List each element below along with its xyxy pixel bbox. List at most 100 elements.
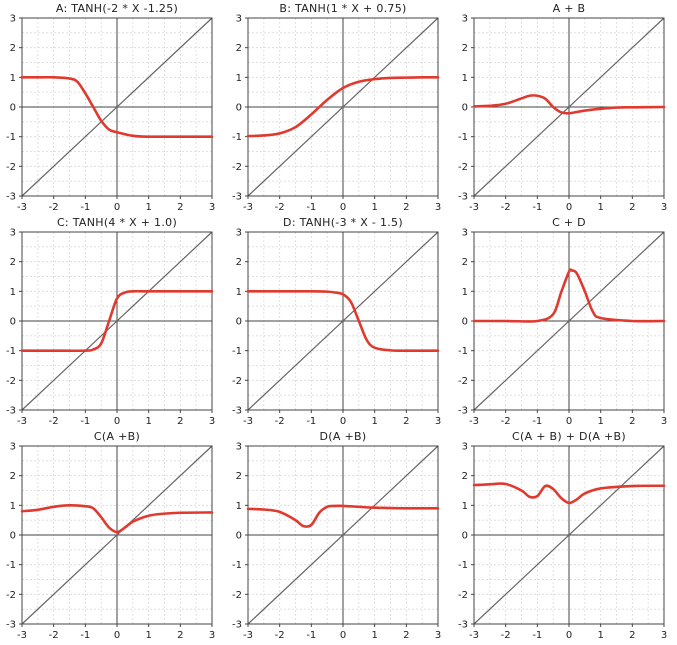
- y-tick-label: -1: [232, 346, 242, 357]
- x-tick-label: -3: [243, 416, 253, 427]
- x-tick-label: 0: [566, 630, 572, 641]
- y-tick-label: -3: [458, 192, 468, 203]
- x-tick-label: -1: [306, 202, 316, 213]
- chart-title: C: TANH(4 * X + 1.0): [57, 216, 177, 229]
- x-tick-label: 0: [114, 416, 120, 427]
- y-tick-label: -2: [232, 162, 242, 173]
- y-tick-label: 0: [10, 531, 16, 542]
- chart-panel-3: A + B -3 -2 -1 0 1 2 3 -3 -2 -1 0 1 2 3: [458, 2, 667, 213]
- chart-title: A: TANH(-2 * X -1.25): [56, 2, 178, 15]
- y-tick-label: -1: [6, 560, 16, 571]
- y-tick-label: 1: [462, 73, 468, 84]
- y-tick-label: 3: [462, 228, 468, 239]
- x-tick-label: 3: [209, 202, 215, 213]
- axis-ticks: -3 -2 -1 0 1 2 3 -3 -2 -1 0 1 2 3: [6, 14, 215, 214]
- x-tick-label: -2: [49, 630, 59, 641]
- series-line: [472, 268, 666, 323]
- series-line: [20, 75, 214, 139]
- y-tick-label: 0: [236, 103, 242, 114]
- x-tick-label: -2: [49, 416, 59, 427]
- x-tick-label: 0: [114, 630, 120, 641]
- series-line: [20, 504, 214, 534]
- y-tick-label: 1: [236, 501, 242, 512]
- identity-line: [247, 231, 439, 411]
- chart-panel-8: D(A +B) -3 -2 -1 0 1 2 3 -3 -2 -1 0 1 2 3: [232, 430, 441, 641]
- y-tick-label: -2: [6, 590, 16, 601]
- chart-title: C + D: [552, 216, 586, 229]
- y-tick-label: 2: [10, 257, 16, 268]
- y-tick-label: 0: [462, 317, 468, 328]
- y-tick-label: 1: [236, 73, 242, 84]
- chart-title: A + B: [553, 2, 586, 15]
- y-tick-label: -1: [458, 132, 468, 143]
- series-line: [246, 290, 440, 352]
- y-tick-label: -3: [232, 620, 242, 631]
- y-tick-label: -1: [232, 560, 242, 571]
- x-tick-label: 2: [403, 630, 409, 641]
- y-tick-label: 1: [10, 287, 16, 298]
- identity-line: [473, 445, 665, 625]
- x-tick-label: 1: [145, 416, 151, 427]
- y-tick-label: 3: [236, 228, 242, 239]
- y-tick-label: -2: [458, 376, 468, 387]
- y-tick-label: -3: [6, 192, 16, 203]
- x-tick-label: 3: [435, 630, 441, 641]
- chart-panel-9: C(A + B) + D(A +B) -3 -2 -1 0 1 2 3 -3 -2 -1 0 1 2 3: [458, 430, 667, 641]
- x-tick-label: 3: [661, 202, 667, 213]
- identity-line: [21, 17, 213, 197]
- chart-panel-4: C: TANH(4 * X + 1.0) -3 -2 -1 0 1 2 3 -3 -2 -1 0 1 2 3: [6, 216, 215, 427]
- y-tick-label: 0: [462, 531, 468, 542]
- x-tick-label: 1: [597, 416, 603, 427]
- y-tick-label: -2: [458, 590, 468, 601]
- x-tick-label: 3: [661, 416, 667, 427]
- x-tick-label: 2: [403, 202, 409, 213]
- y-tick-label: -3: [458, 406, 468, 417]
- x-tick-label: -1: [306, 416, 316, 427]
- chart-panel-7: C(A +B) -3 -2 -1 0 1 2 3 -3 -2 -1 0 1 2 3: [6, 430, 215, 641]
- y-tick-label: 3: [236, 14, 242, 25]
- axis-ticks: -3 -2 -1 0 1 2 3 -3 -2 -1 0 1 2 3: [458, 14, 667, 214]
- y-tick-label: -1: [458, 346, 468, 357]
- y-tick-label: 1: [462, 501, 468, 512]
- x-tick-label: 3: [435, 202, 441, 213]
- y-tick-label: -3: [232, 406, 242, 417]
- x-tick-label: 2: [629, 202, 635, 213]
- y-tick-label: 0: [10, 317, 16, 328]
- x-tick-label: -1: [306, 630, 316, 641]
- x-tick-label: 0: [566, 416, 572, 427]
- x-tick-label: 2: [177, 202, 183, 213]
- y-tick-label: -3: [458, 620, 468, 631]
- y-tick-label: -1: [6, 346, 16, 357]
- axis-ticks: -3 -2 -1 0 1 2 3 -3 -2 -1 0 1 2 3: [232, 14, 441, 214]
- x-tick-label: -1: [532, 416, 542, 427]
- x-tick-label: -1: [532, 630, 542, 641]
- y-tick-label: -2: [232, 590, 242, 601]
- y-tick-label: -2: [232, 376, 242, 387]
- y-tick-label: 2: [462, 257, 468, 268]
- y-tick-label: -3: [232, 192, 242, 203]
- chart-panel-1: A: TANH(-2 * X -1.25) -3 -2 -1 0 1 2 3 -3 -2 -1 0 1 2…: [6, 2, 215, 213]
- series-line: [246, 504, 440, 528]
- y-tick-label: 3: [462, 442, 468, 453]
- identity-line: [473, 231, 665, 411]
- x-tick-label: -2: [275, 202, 285, 213]
- identity-line: [473, 17, 665, 197]
- x-tick-label: 1: [371, 202, 377, 213]
- x-tick-label: -2: [275, 630, 285, 641]
- y-tick-label: -2: [6, 162, 16, 173]
- x-tick-label: -1: [80, 416, 90, 427]
- chart-title: B: TANH(1 * X + 0.75): [279, 2, 406, 15]
- y-tick-label: -1: [232, 132, 242, 143]
- y-tick-label: -2: [458, 162, 468, 173]
- y-tick-label: 3: [236, 442, 242, 453]
- x-tick-label: -3: [17, 416, 27, 427]
- series-line: [472, 482, 666, 505]
- axis-ticks: -3 -2 -1 0 1 2 3 -3 -2 -1 0 1 2 3: [6, 442, 215, 642]
- x-tick-label: -3: [243, 202, 253, 213]
- y-tick-label: 1: [236, 287, 242, 298]
- y-tick-label: 2: [10, 471, 16, 482]
- y-tick-label: 3: [10, 228, 16, 239]
- x-tick-label: 0: [566, 202, 572, 213]
- x-tick-label: 0: [114, 202, 120, 213]
